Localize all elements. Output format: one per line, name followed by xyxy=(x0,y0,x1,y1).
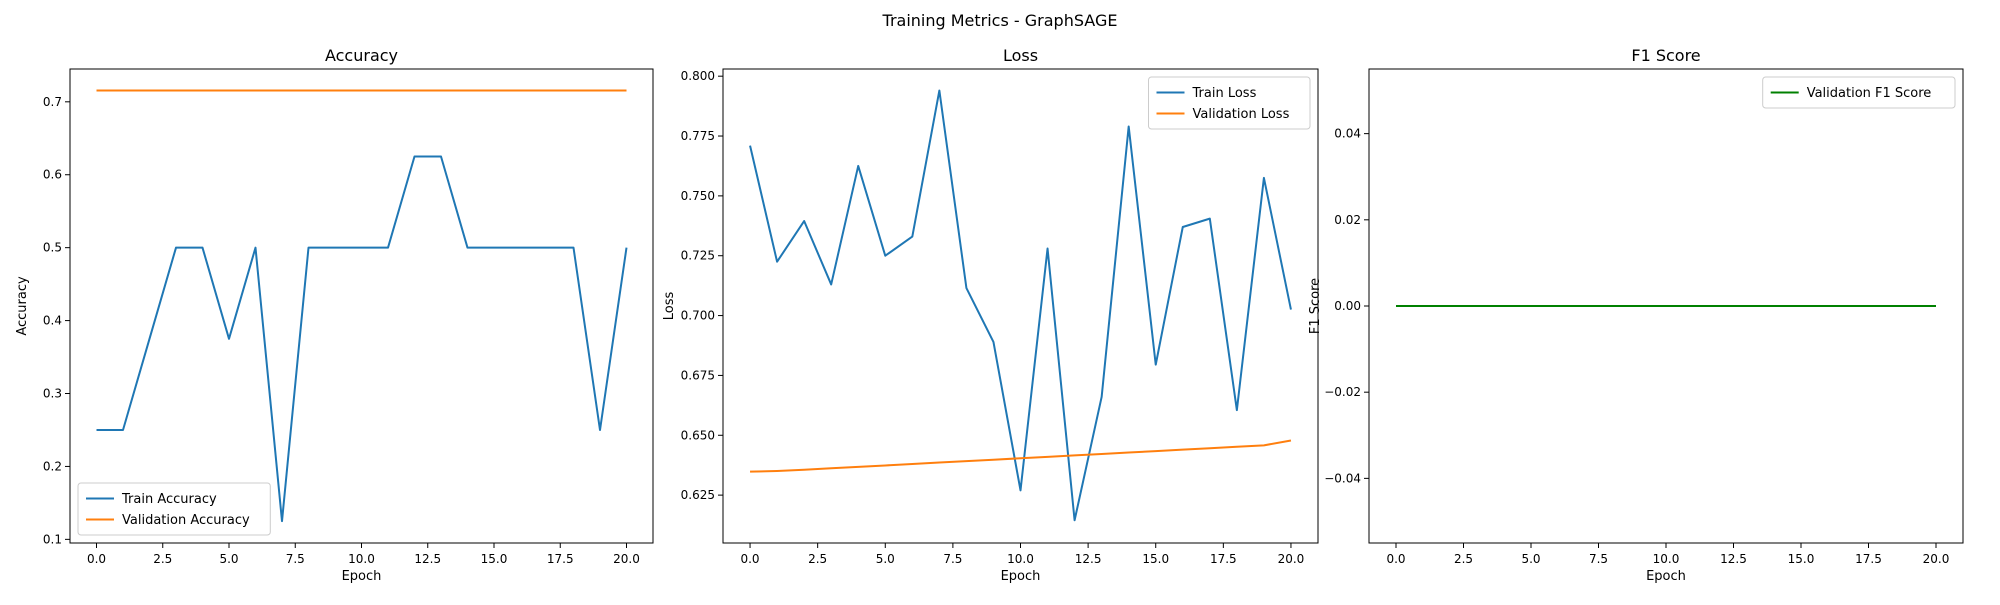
x-tick-label: 0.0 xyxy=(740,552,759,566)
legend-box xyxy=(1762,76,1956,109)
series-line-train-accuracy xyxy=(96,155,628,523)
y-tick-label: −0.04 xyxy=(1324,471,1361,485)
legend: Train Loss Validation Loss xyxy=(1148,76,1311,130)
x-tick-label: 7.5 xyxy=(286,552,305,566)
y-tick-label: 0.3 xyxy=(43,387,62,401)
legend: Train Accuracy Validation Accuracy xyxy=(77,482,271,536)
legend-box xyxy=(1148,76,1311,130)
y-tick-label: 0.02 xyxy=(1334,213,1361,227)
y-tick-label: 0.725 xyxy=(681,249,715,263)
subplot-f1-score: 0.0 2.5 5.0 7.5 10.0 12.5 15.0 17.5 20.0 −0.04 −0.… xyxy=(1308,46,1964,584)
x-tick-label: 5.0 xyxy=(219,552,238,566)
series-line-train-loss xyxy=(749,89,1292,522)
x-tick-label: 2.5 xyxy=(153,552,172,566)
x-tick-label: 15.0 xyxy=(481,552,508,566)
x-axis-label: Epoch xyxy=(1646,569,1686,584)
axes-frame xyxy=(722,68,1319,544)
y-tick-label: 0.00 xyxy=(1334,299,1361,313)
x-tick-label: 17.5 xyxy=(547,552,574,566)
legend-item: Train Accuracy xyxy=(86,492,217,507)
x-tick-label: 12.5 xyxy=(414,552,441,566)
y-tick-label: −0.02 xyxy=(1324,385,1361,399)
legend-label: Train Accuracy xyxy=(121,492,217,507)
x-tick-label: 2.5 xyxy=(808,552,827,566)
y-tick-label: 0.7 xyxy=(43,95,62,109)
legend-label: Validation F1 Score xyxy=(1807,86,1932,101)
subplot-title: Accuracy xyxy=(325,46,398,65)
legend-item: Validation Accuracy xyxy=(86,513,250,528)
legend-item: Validation Loss xyxy=(1156,107,1290,122)
y-tick-label: 0.650 xyxy=(681,428,715,442)
y-tick-label: 0.1 xyxy=(43,532,62,546)
legend: Validation F1 Score xyxy=(1762,76,1956,109)
y-tick-label: 0.625 xyxy=(681,488,715,502)
x-tick-label: 0.0 xyxy=(1386,552,1405,566)
x-tick-label: 7.5 xyxy=(943,552,962,566)
x-tick-label: 15.0 xyxy=(1142,552,1169,566)
y-tick-label: 0.700 xyxy=(681,309,715,323)
x-tick-label: 20.0 xyxy=(1923,552,1950,566)
x-tick-label: 17.5 xyxy=(1855,552,1882,566)
y-axis-label: F1 Score xyxy=(1308,278,1323,334)
y-tick-label: 0.675 xyxy=(681,368,715,382)
legend-label: Validation Accuracy xyxy=(122,513,250,528)
legend-label: Train Loss xyxy=(1192,86,1257,101)
subplots: 0.0 2.5 5.0 7.5 10.0 12.5 15.0 17.5 20.0 0.1 0.2 0.… xyxy=(15,46,1964,584)
x-tick-label: 12.5 xyxy=(1075,552,1102,566)
y-tick-label: 0.4 xyxy=(43,314,62,328)
x-axis-label: Epoch xyxy=(1001,569,1041,584)
figure-suptitle: Training Metrics - GraphSAGE xyxy=(882,11,1118,30)
legend-box xyxy=(77,482,271,536)
y-axis-label: Accuracy xyxy=(15,276,30,336)
x-tick-label: 0.0 xyxy=(87,552,106,566)
legend-item: Validation F1 Score xyxy=(1770,86,1932,101)
x-tick-label: 2.5 xyxy=(1454,552,1473,566)
y-tick-label: 0.775 xyxy=(681,129,715,143)
y-tick-label: 0.6 xyxy=(43,168,62,182)
y-tick-label: 0.800 xyxy=(681,69,715,83)
legend-label: Validation Loss xyxy=(1193,107,1290,122)
x-axis-label: Epoch xyxy=(342,569,382,584)
x-tick-label: 10.0 xyxy=(348,552,375,566)
x-tick-label: 12.5 xyxy=(1720,552,1747,566)
x-tick-label: 5.0 xyxy=(876,552,895,566)
y-tick-label: 0.04 xyxy=(1334,127,1361,141)
x-tick-label: 10.0 xyxy=(1653,552,1680,566)
x-tick-label: 7.5 xyxy=(1589,552,1608,566)
subplot-loss: 0.0 2.5 5.0 7.5 10.0 12.5 15.0 17.5 20.0 0.625 0.6… xyxy=(662,46,1319,584)
subplot-title: F1 Score xyxy=(1631,46,1700,65)
y-tick-label: 0.2 xyxy=(43,459,62,473)
subplot-accuracy: 0.0 2.5 5.0 7.5 10.0 12.5 15.0 17.5 20.0 0.1 0.2 0.… xyxy=(15,46,654,584)
axes-frame xyxy=(69,68,654,544)
x-tick-label: 5.0 xyxy=(1521,552,1540,566)
x-tick-label: 20.0 xyxy=(613,552,640,566)
x-tick-label: 10.0 xyxy=(1007,552,1034,566)
legend-item: Train Loss xyxy=(1156,86,1257,101)
y-tick-label: 0.5 xyxy=(43,241,62,255)
y-axis-label: Loss xyxy=(662,292,677,321)
x-tick-label: 17.5 xyxy=(1210,552,1237,566)
x-tick-label: 15.0 xyxy=(1788,552,1815,566)
x-tick-label: 20.0 xyxy=(1278,552,1305,566)
series-line-validation-loss xyxy=(750,439,1292,473)
y-tick-label: 0.750 xyxy=(681,189,715,203)
subplot-title: Loss xyxy=(1003,46,1038,65)
